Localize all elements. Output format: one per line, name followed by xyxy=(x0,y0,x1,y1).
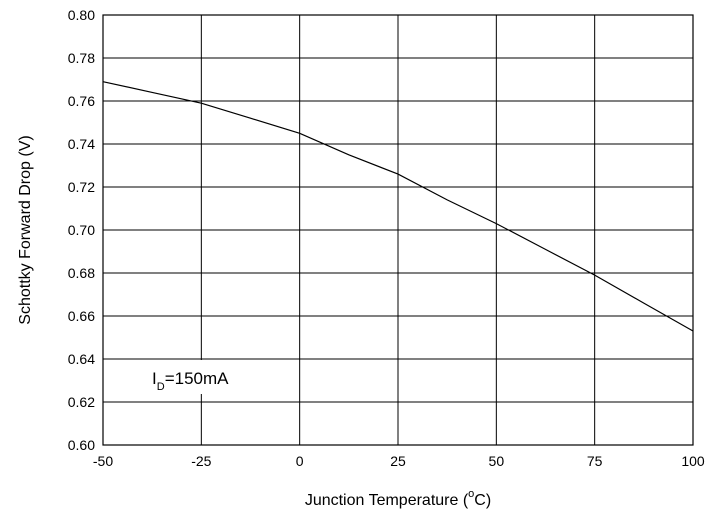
y-tick-label: 0.62 xyxy=(68,394,95,410)
x-tick-label: 100 xyxy=(681,453,705,469)
x-tick-label: 50 xyxy=(489,453,505,469)
y-tick-label: 0.74 xyxy=(68,136,95,152)
x-tick-label: -50 xyxy=(93,453,113,469)
annotation-subscript: D xyxy=(157,381,165,393)
y-tick-label: 0.66 xyxy=(68,308,95,324)
x-tick-label: -25 xyxy=(191,453,211,469)
annotation-background xyxy=(140,360,258,394)
plot-frame xyxy=(102,14,694,446)
y-tick-label: 0.70 xyxy=(68,222,95,238)
x-tick-label: 75 xyxy=(587,453,603,469)
x-tick-label: 25 xyxy=(390,453,406,469)
y-tick-label: 0.80 xyxy=(68,7,95,23)
x-axis-label-degree: o xyxy=(468,488,474,500)
y-tick-label: 0.72 xyxy=(68,179,95,195)
x-axis-label: Junction Temperature (oC) xyxy=(305,488,491,509)
series-line xyxy=(102,81,694,332)
y-tick-label: 0.76 xyxy=(68,93,95,109)
annotation-suffix: =150mA xyxy=(165,369,229,388)
y-axis-ticks: 0.60 0.62 0.64 0.66 0.68 0.70 0.72 0.74 0.76 0.78… xyxy=(68,7,95,453)
x-axis-ticks: -50 -25 0 25 50 75 100 xyxy=(93,453,705,469)
x-axis-label-unit: C) xyxy=(474,492,491,509)
y-tick-label: 0.68 xyxy=(68,265,95,281)
y-tick-label: 0.64 xyxy=(68,351,95,367)
x-tick-label: 0 xyxy=(296,453,304,469)
x-axis-label-text: Junction Temperature ( xyxy=(305,492,469,509)
y-tick-label: 0.60 xyxy=(68,437,95,453)
annotation-prefix: I xyxy=(152,369,157,388)
y-axis-label: Schottky Forward Drop (V) xyxy=(17,135,34,324)
annotation-label: ID=150mA xyxy=(152,369,229,393)
y-tick-label: 0.78 xyxy=(68,50,95,66)
